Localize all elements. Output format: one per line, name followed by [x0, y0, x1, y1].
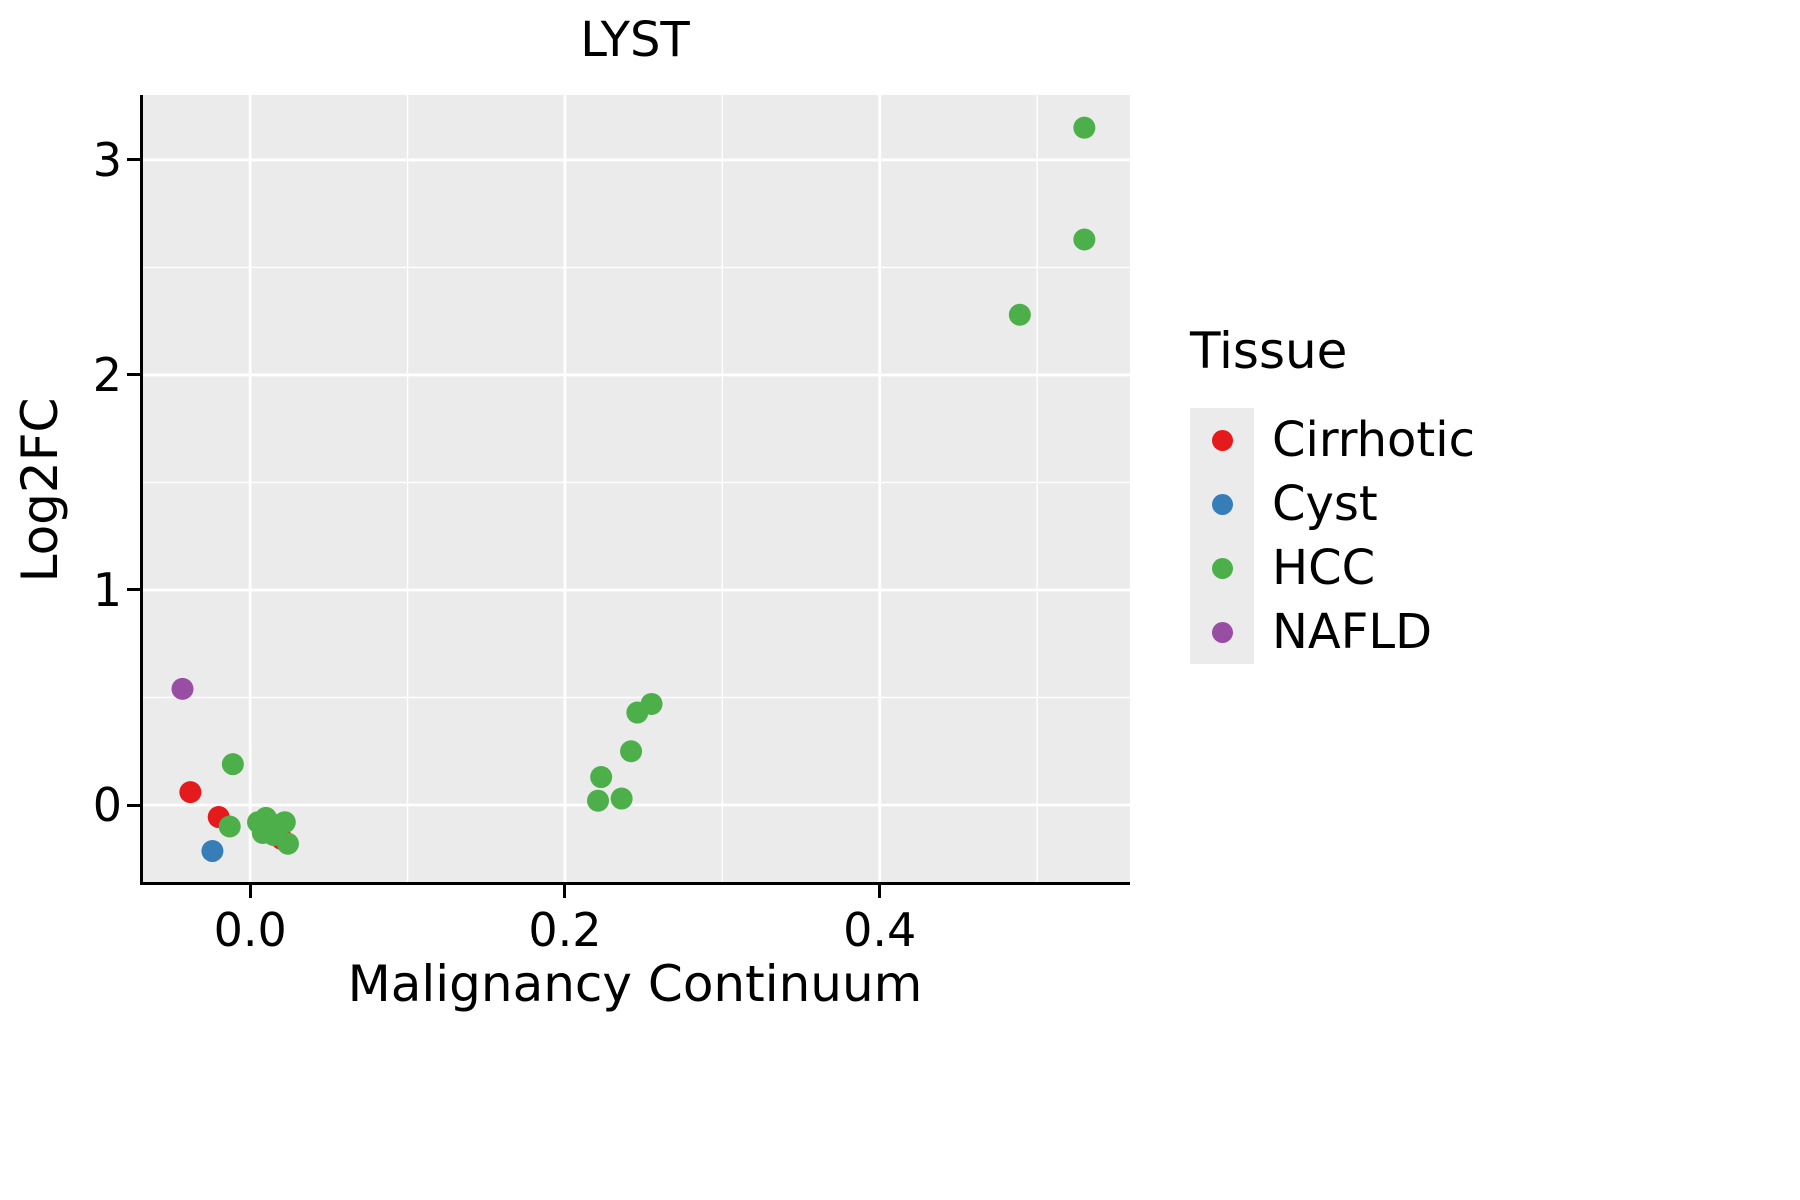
legend-dot-hcc-icon: [1211, 557, 1233, 579]
data-point-hcc: [221, 753, 244, 776]
legend-key: [1190, 600, 1254, 664]
y-tick-label: 1: [92, 562, 122, 617]
legend-items: Cirrhotic Cyst HCC NAFLD: [1190, 408, 1475, 664]
x-tick-label: 0.4: [843, 903, 917, 957]
legend: Tissue Cirrhotic Cyst HCC NAFLD: [1190, 322, 1475, 664]
data-point-hcc: [276, 832, 299, 855]
data-point-hcc: [1073, 228, 1096, 251]
x-tick-label: 0.0: [213, 903, 287, 957]
legend-item-cyst: Cyst: [1190, 472, 1475, 536]
legend-item-hcc: HCC: [1190, 536, 1475, 600]
legend-key: [1190, 536, 1254, 600]
y-tick-label: 2: [92, 347, 122, 402]
plot-area: [140, 95, 1130, 885]
legend-label: Cyst: [1272, 476, 1378, 532]
legend-dot-nafld-icon: [1211, 621, 1233, 643]
data-point-hcc: [587, 789, 610, 812]
legend-title: Tissue: [1190, 322, 1348, 380]
legend-label: Cirrhotic: [1272, 412, 1475, 468]
legend-label: NAFLD: [1272, 604, 1433, 660]
data-point-hcc: [1073, 116, 1096, 139]
x-axis-label: Malignancy Continuum: [347, 955, 923, 1013]
x-tick-label: 0.2: [528, 903, 602, 957]
legend-label: HCC: [1272, 540, 1376, 596]
legend-item-cirrhotic: Cirrhotic: [1190, 408, 1475, 472]
data-point-hcc: [1008, 303, 1031, 326]
data-point-hcc: [620, 740, 643, 763]
data-point-cirrhotic: [179, 781, 202, 804]
chart-title: LYST: [580, 12, 690, 68]
x-tick-mark: [248, 885, 252, 898]
legend-key: [1190, 472, 1254, 536]
plot-panel: [140, 95, 1130, 885]
y-tick-mark: [127, 803, 140, 807]
x-tick-mark: [878, 885, 882, 898]
x-tick-mark: [563, 885, 567, 898]
data-point-hcc: [610, 787, 633, 810]
data-point-hcc: [273, 811, 296, 834]
y-axis-label: Log2FC: [11, 397, 69, 583]
data-point-hcc: [218, 815, 241, 838]
data-point-cyst: [201, 840, 224, 863]
y-tick-mark: [127, 588, 140, 592]
y-tick-label: 3: [92, 132, 122, 187]
data-point-nafld: [171, 677, 194, 700]
data-point-hcc: [626, 701, 649, 724]
y-tick-label: 0: [92, 778, 122, 832]
data-point-hcc: [590, 766, 613, 789]
legend-item-nafld: NAFLD: [1190, 600, 1475, 664]
legend-key: [1190, 408, 1254, 472]
y-tick-mark: [127, 373, 140, 377]
legend-dot-cirrhotic-icon: [1211, 429, 1233, 451]
y-tick-mark: [127, 158, 140, 162]
legend-dot-cyst-icon: [1211, 493, 1233, 515]
